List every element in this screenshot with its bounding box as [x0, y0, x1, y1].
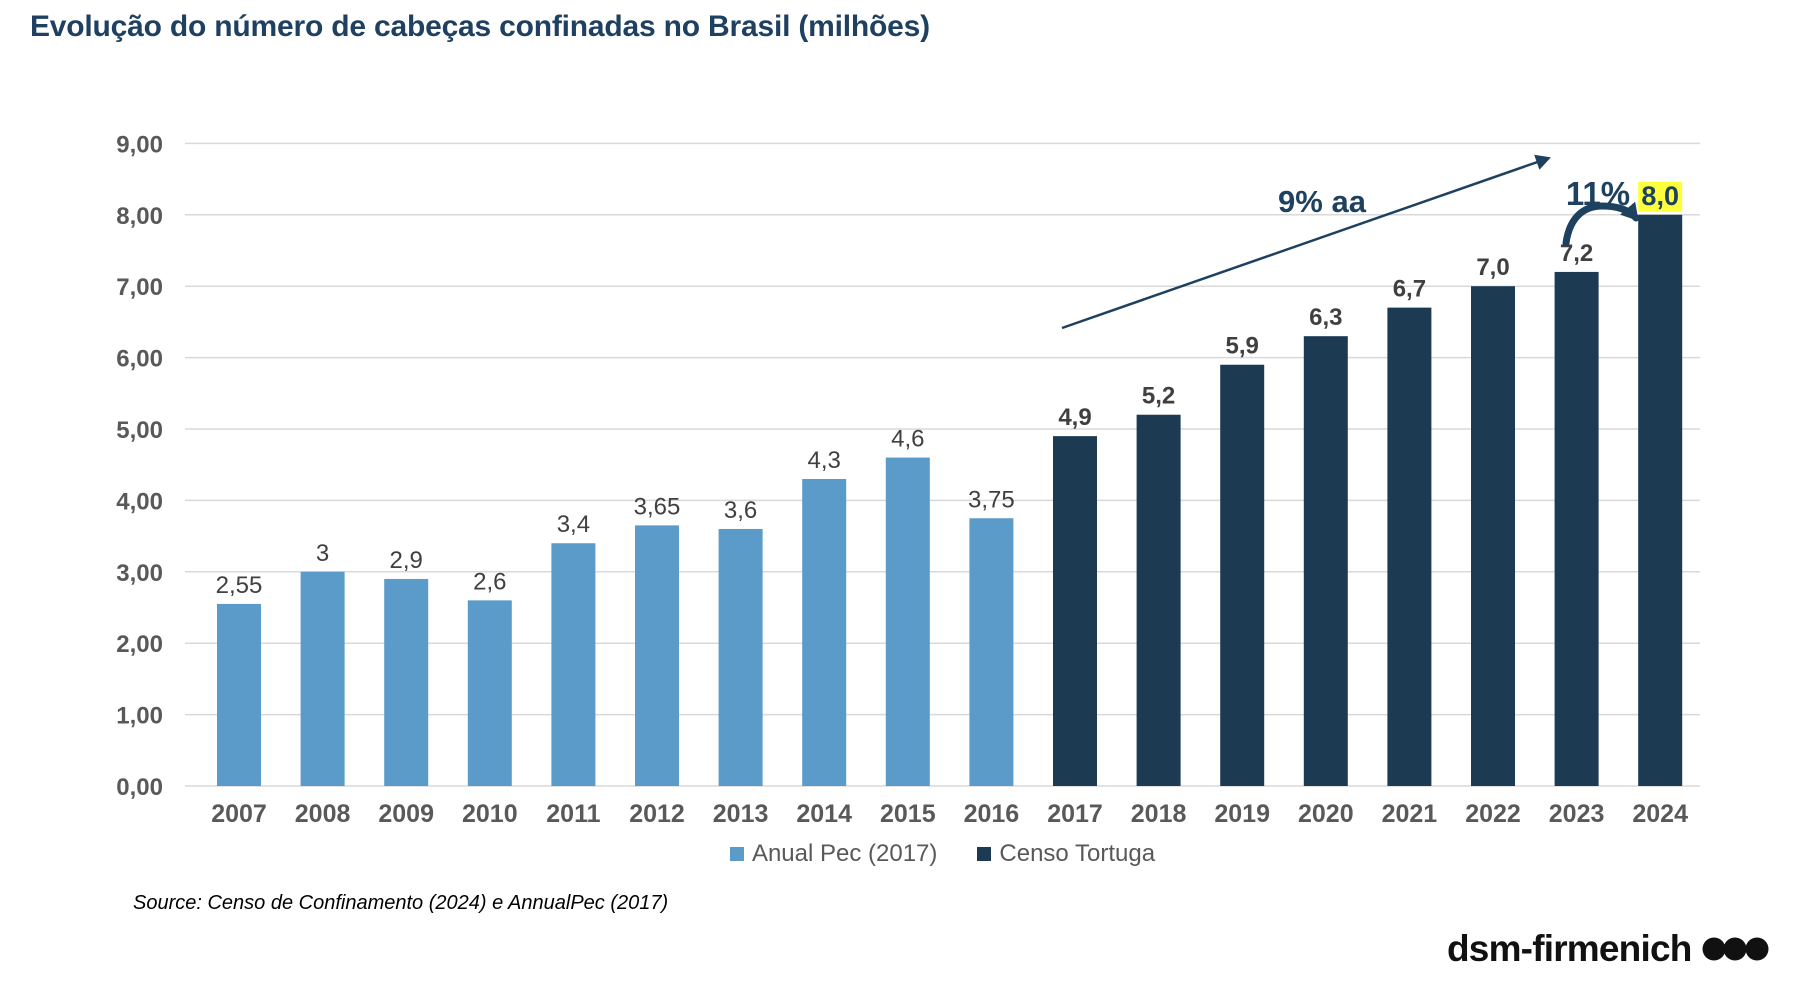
- bar-value-label-2010: 2,6: [473, 568, 506, 595]
- bar-value-label-2021: 6,7: [1393, 276, 1426, 303]
- legend-item-censo-tortuga: Censo Tortuga: [977, 840, 1155, 868]
- bar-value-label-2020: 6,3: [1309, 304, 1342, 331]
- bar-2019: [1220, 364, 1265, 786]
- x-axis-label-2017: 2017: [1047, 800, 1103, 828]
- bar-2016: [969, 518, 1014, 786]
- x-axis-label-2021: 2021: [1382, 800, 1438, 828]
- legend-item-anual-pec: Anual Pec (2017): [729, 840, 938, 868]
- legend-label-censo-tortuga: Censo Tortuga: [999, 840, 1156, 867]
- y-tick-label: 5,00: [116, 417, 163, 444]
- bar-2023: [1554, 271, 1599, 786]
- logo-text: dsm-firmenich: [1447, 928, 1692, 969]
- bar-value-label-2022: 7,0: [1476, 254, 1509, 281]
- bar-2021: [1387, 307, 1432, 786]
- bar-value-label-2011: 3,4: [557, 511, 590, 538]
- bar-value-label-2018: 5,2: [1142, 383, 1175, 410]
- y-tick-label: 2,00: [116, 631, 163, 658]
- x-axis-label-2008: 2008: [295, 800, 351, 828]
- highlight-box: [1638, 181, 1683, 212]
- bar-2018: [1136, 414, 1181, 786]
- bar-2009: [384, 578, 429, 786]
- y-tick-label: 3,00: [116, 560, 163, 587]
- bar-value-label-2017: 4,9: [1058, 404, 1091, 431]
- trend-arrow-label: 9% aa: [1278, 184, 1367, 219]
- bar-value-label-2016: 3,75: [968, 486, 1015, 513]
- bar-value-label-2008: 3: [316, 540, 329, 567]
- bar-2008: [300, 571, 345, 786]
- bar-2012: [635, 525, 679, 786]
- dsm-firmenich-logo: dsm-firmenich: [1447, 928, 1770, 970]
- legend-swatch-censo-tortuga-icon: [977, 847, 992, 861]
- bar-2017: [1053, 436, 1097, 786]
- y-tick-label: 8,00: [116, 203, 163, 230]
- bar-2011: [551, 543, 596, 786]
- bar-value-label-2009: 2,9: [390, 547, 423, 574]
- y-tick-label: 1,00: [116, 703, 163, 730]
- jump-label: 11%: [1566, 175, 1630, 212]
- x-axis-label-2010: 2010: [462, 800, 518, 828]
- bar-2010: [467, 600, 512, 786]
- legend-label-anual-pec: Anual Pec (2017): [751, 840, 938, 867]
- x-axis-label-2024: 2024: [1632, 800, 1688, 828]
- bar-value-label-2013: 3,6: [724, 497, 757, 524]
- y-tick-label: 4,00: [116, 488, 163, 515]
- bar-value-label-2012: 3,65: [634, 493, 681, 520]
- x-axis-label-2020: 2020: [1298, 800, 1354, 828]
- x-axis-label-2018: 2018: [1131, 800, 1187, 828]
- legend-swatch-anual-pec-icon: [729, 847, 744, 861]
- x-axis-label-2011: 2011: [546, 800, 600, 828]
- bar-2024: [1638, 214, 1683, 787]
- three-dots-icon: [1702, 937, 1769, 961]
- y-tick-label: 9,00: [116, 131, 163, 158]
- x-axis-label-2007: 2007: [211, 800, 267, 828]
- bar-2014: [802, 478, 847, 786]
- bar-2007: [217, 603, 261, 786]
- x-axis-label-2014: 2014: [796, 800, 852, 828]
- source-note: Source: Censo de Confinamento (2024) e A…: [133, 892, 669, 914]
- bar-value-label-2024: 8,0: [1641, 181, 1679, 211]
- bar-value-label-2014: 4,3: [808, 447, 841, 474]
- y-tick-label: 0,00: [116, 774, 163, 801]
- x-axis-label-2022: 2022: [1465, 800, 1521, 828]
- y-tick-label: 6,00: [116, 346, 163, 373]
- x-axis-label-2023: 2023: [1549, 800, 1605, 828]
- jump-arc-arrow: [1562, 201, 1640, 247]
- x-axis-label-2019: 2019: [1214, 800, 1270, 828]
- bar-value-label-2019: 5,9: [1226, 333, 1259, 360]
- x-axis-label-2009: 2009: [378, 800, 434, 828]
- x-axis-label-2015: 2015: [880, 800, 936, 828]
- bar-value-label-2007: 2,55: [216, 572, 263, 599]
- x-axis-label-2016: 2016: [964, 800, 1020, 828]
- bar-2013: [718, 528, 763, 786]
- y-tick-label: 7,00: [116, 274, 163, 301]
- trend-arrow: [1061, 154, 1551, 330]
- chart-title: Evolução do número de cabeças confinadas…: [30, 10, 930, 43]
- x-axis-label-2012: 2012: [629, 800, 685, 828]
- bar-value-label-2015: 4,6: [891, 426, 924, 453]
- bar-2020: [1303, 336, 1348, 786]
- bar-2022: [1471, 286, 1515, 786]
- chart-legend: Anual Pec (2017) Censo Tortuga: [185, 840, 1700, 868]
- x-axis-label-2013: 2013: [713, 800, 769, 828]
- bar-2015: [885, 457, 930, 786]
